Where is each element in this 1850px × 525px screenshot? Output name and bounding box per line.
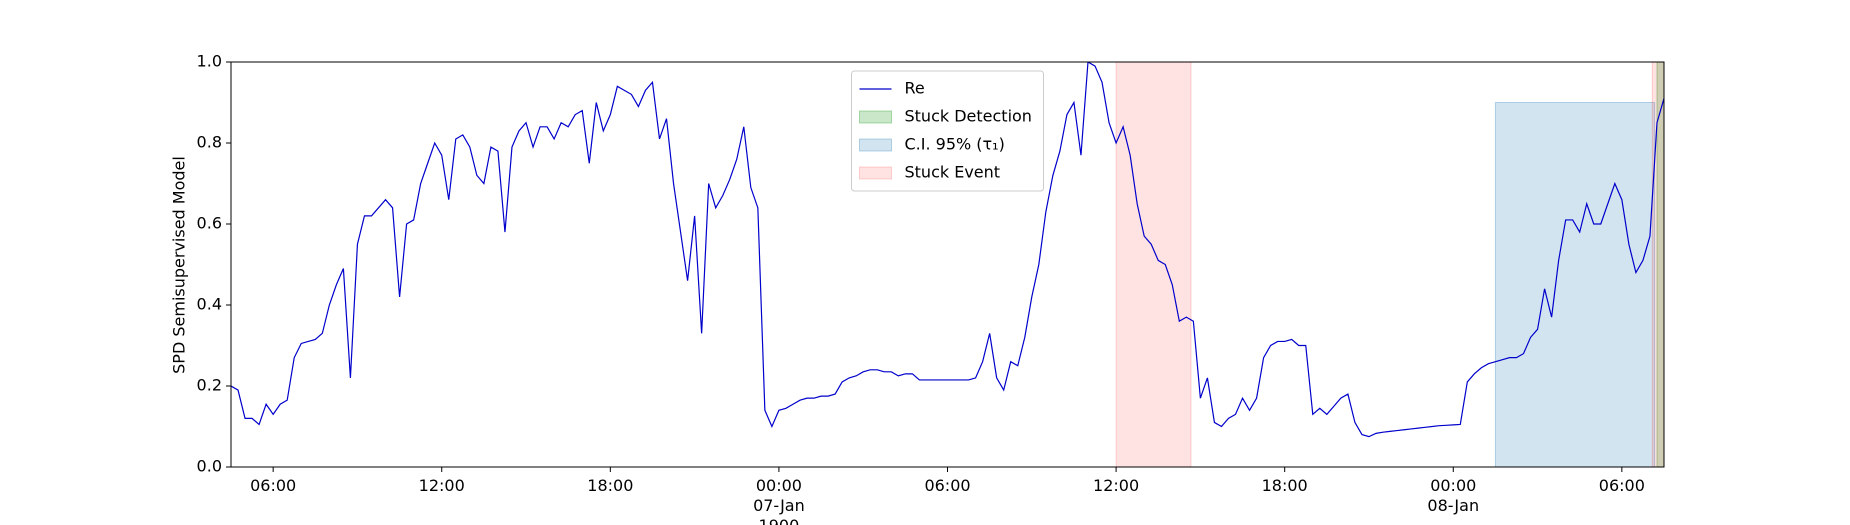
x-tick-label: 06:00 [250, 476, 297, 495]
plot-area [231, 62, 1664, 467]
y-tick-label: 0.2 [197, 376, 222, 395]
y-tick-label: 0.0 [197, 457, 222, 476]
x-tick-label: 00:00 08-Jan [1427, 476, 1480, 515]
y-tick-label: 0.4 [197, 295, 222, 314]
data-line [231, 62, 1664, 438]
x-tick-label: 06:00 [924, 476, 971, 495]
legend-label: Re [905, 79, 925, 98]
shaded-region [1651, 62, 1664, 467]
legend: Re Stuck Detection C.I. 95% (τ₁) Stuck Even… [851, 70, 1044, 192]
y-tick-label: 0.8 [197, 133, 222, 152]
x-tick-label: 12:00 [418, 476, 465, 495]
y-tick-label: 0.6 [197, 214, 222, 233]
shaded-region [1115, 62, 1192, 467]
legend-patch [859, 110, 892, 124]
shaded-region [1494, 102, 1656, 467]
legend-patch [859, 138, 892, 152]
x-tick-label: 18:00 [1261, 476, 1308, 495]
legend-box [851, 70, 1044, 192]
y-tick-label: 1.0 [197, 52, 222, 71]
legend-label: C.I. 95% (τ₁) [905, 135, 1005, 154]
x-tick-label: 06:00 [1598, 476, 1645, 495]
legend-label: Stuck Event [905, 163, 1001, 182]
x-tick-label: 18:00 [587, 476, 634, 495]
legend-label: Stuck Detection [905, 107, 1032, 126]
y-axis-label: SPD Semisupervised Model [170, 156, 189, 374]
legend-patch [859, 166, 892, 180]
x-tick-label: 12:00 [1093, 476, 1140, 495]
x-tick-label: 00:00 07-Jan 1900 [753, 476, 805, 525]
